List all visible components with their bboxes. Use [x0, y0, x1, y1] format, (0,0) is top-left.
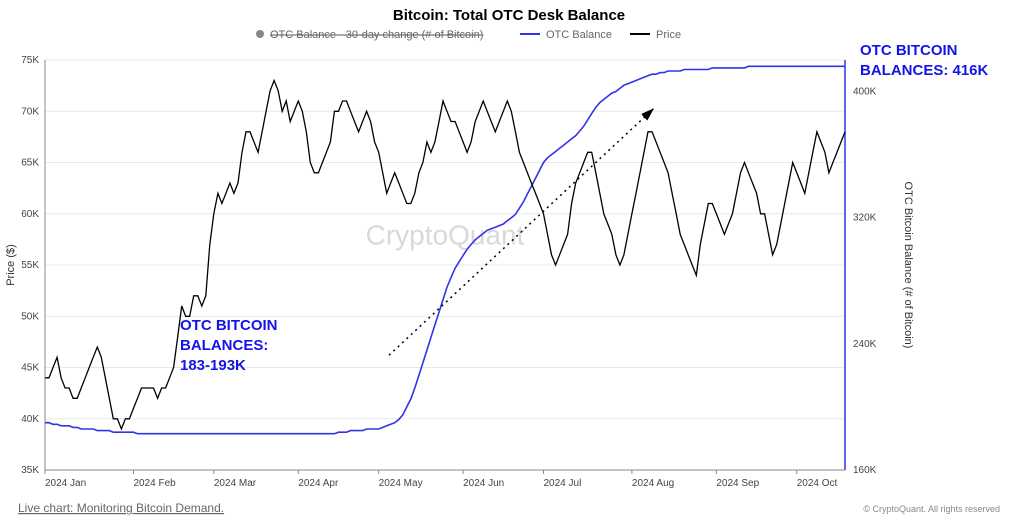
svg-text:2024 Sep: 2024 Sep [716, 478, 759, 489]
y-label-right: OTC Bitcoin Balance (# of Bitcoin) [902, 182, 914, 349]
svg-text:75K: 75K [21, 55, 39, 66]
copyright: © CryptoQuant. All rights reserved [863, 504, 1000, 514]
svg-text:35K: 35K [21, 465, 39, 476]
svg-text:320K: 320K [853, 213, 877, 224]
svg-text:2024 May: 2024 May [379, 478, 423, 489]
svg-text:160K: 160K [853, 465, 877, 476]
legend-balance: OTC Balance [546, 29, 612, 41]
svg-text:50K: 50K [21, 311, 39, 322]
svg-text:2024 Mar: 2024 Mar [214, 478, 257, 489]
svg-text:2024 Oct: 2024 Oct [797, 478, 838, 489]
watermark: CryptoQuant [366, 220, 525, 251]
y-axis-right: 160K 240K 320K 400K [853, 87, 877, 476]
svg-text:240K: 240K [853, 339, 877, 350]
svg-text:2024 Jul: 2024 Jul [543, 478, 581, 489]
legend-dot-icon [256, 30, 264, 38]
svg-text:45K: 45K [21, 363, 39, 374]
y-axis-left: 35K 40K 45K 50K 55K 60K 65K 70K 75K [21, 55, 845, 476]
annotation-left: OTC BITCOINBALANCES:183-193K [180, 317, 278, 374]
annotation-right: OTC BITCOINBALANCES: 416K [860, 42, 989, 79]
svg-text:55K: 55K [21, 260, 39, 271]
chart-title: Bitcoin: Total OTC Desk Balance [393, 7, 625, 24]
chart-svg: Bitcoin: Total OTC Desk Balance OTC Balan… [0, 0, 1018, 522]
svg-text:70K: 70K [21, 106, 39, 117]
series-price [45, 81, 845, 430]
svg-text:2024 Jun: 2024 Jun [463, 478, 504, 489]
footer-link[interactable]: Live chart: Monitoring Bitcoin Demand. [18, 501, 224, 515]
svg-text:2024 Apr: 2024 Apr [298, 478, 339, 489]
svg-text:400K: 400K [853, 87, 877, 98]
svg-text:2024 Aug: 2024 Aug [632, 478, 674, 489]
y-label-left: Price ($) [5, 244, 17, 286]
svg-text:2024 Feb: 2024 Feb [133, 478, 176, 489]
svg-text:40K: 40K [21, 414, 39, 425]
x-axis: 2024 Jan 2024 Feb 2024 Mar 2024 Apr 2024 May… [45, 470, 838, 489]
legend-strike: OTC Balance - 30-day change (# of Bitcoi… [270, 29, 483, 41]
svg-text:60K: 60K [21, 209, 39, 220]
legend-price: Price [656, 29, 681, 41]
svg-text:2024 Jan: 2024 Jan [45, 478, 86, 489]
svg-text:65K: 65K [21, 158, 39, 169]
